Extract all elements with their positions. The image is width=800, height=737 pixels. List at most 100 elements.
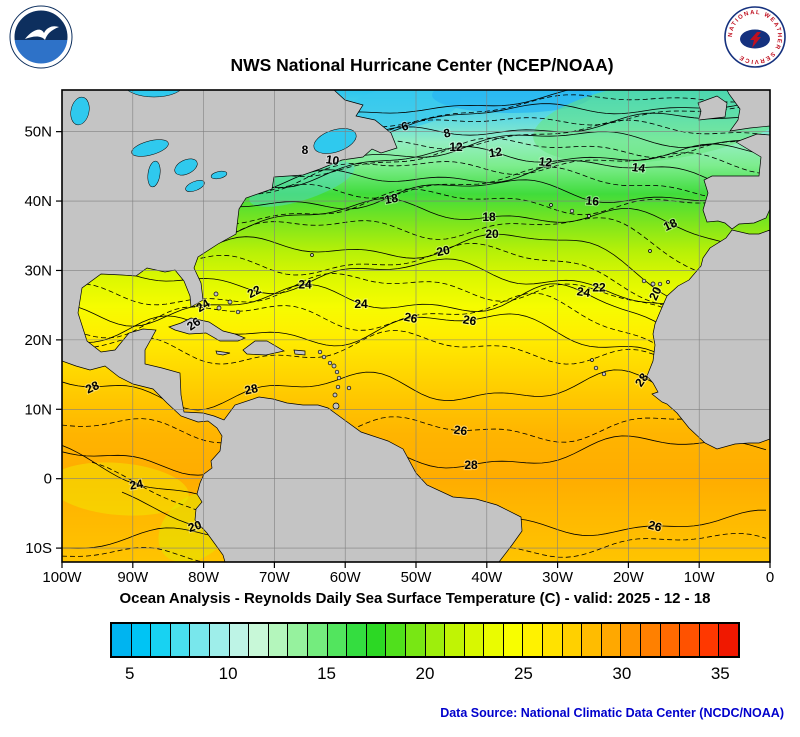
lat-axis-label: 0 xyxy=(44,471,52,488)
contour-label: 18 xyxy=(384,191,400,207)
colorbar-cell xyxy=(699,624,720,656)
page-title: NWS National Hurricane Center (NCEP/NOAA… xyxy=(230,55,614,75)
island xyxy=(590,358,594,362)
island xyxy=(336,375,342,381)
island xyxy=(648,249,652,253)
island xyxy=(216,305,222,311)
contour-label: 20 xyxy=(435,243,451,260)
lat-axis-label: 10N xyxy=(24,401,52,418)
france-iberia xyxy=(702,133,770,230)
contour-label: 20 xyxy=(485,227,499,241)
island xyxy=(601,371,607,377)
island xyxy=(310,253,314,257)
lat-axis-label: 20N xyxy=(24,332,52,349)
colorbar-cell xyxy=(229,624,250,656)
contour-label: 18 xyxy=(482,210,496,224)
colorbar-cell xyxy=(543,624,563,656)
colorbar-cell xyxy=(288,624,308,656)
island xyxy=(213,291,219,297)
nws-logo: NATIONAL WEATHER SERVICE xyxy=(724,6,786,73)
colorbar-cell xyxy=(464,624,485,656)
lat-axis-label: 10S xyxy=(25,540,52,557)
puerto-rico xyxy=(293,349,306,356)
lon-axis-label: 10W xyxy=(684,569,716,586)
nws-logo-icon: NATIONAL WEATHER SERVICE xyxy=(724,6,786,68)
contour-label: 26 xyxy=(403,310,419,327)
jamaica xyxy=(215,350,231,356)
colorbar-cell xyxy=(680,624,700,656)
colorbar-cells xyxy=(110,622,740,658)
island xyxy=(650,281,656,287)
island xyxy=(666,280,670,284)
colorbar-cell xyxy=(601,624,622,656)
contour-label: 28 xyxy=(243,381,259,398)
colorbar-cell xyxy=(562,624,583,656)
island xyxy=(317,349,323,355)
island xyxy=(227,299,233,305)
colorbar-tick: 5 xyxy=(124,664,135,683)
isotherm-line xyxy=(62,292,767,404)
hispaniola xyxy=(242,340,285,356)
isotherm-line xyxy=(62,283,767,417)
colorbar: 5 10 15 20 25 30 35 xyxy=(110,622,740,683)
lat-axis-label: 40N xyxy=(24,193,52,210)
graticule xyxy=(62,90,770,562)
island xyxy=(321,354,327,360)
ireland xyxy=(697,95,728,121)
colorbar-tick: 25 xyxy=(513,664,533,683)
colorbar-cell xyxy=(347,624,367,656)
isotherm-line xyxy=(62,435,767,476)
isotherm-line xyxy=(62,409,767,444)
colorbar-cell xyxy=(327,624,348,656)
isotherm-line xyxy=(62,330,767,405)
lon-axis-label: 50W xyxy=(401,569,433,586)
contour-label: 24 xyxy=(298,278,312,292)
colorbar-cell xyxy=(112,624,132,656)
contour-label: 24 xyxy=(129,477,145,493)
united-kingdom xyxy=(726,90,770,132)
colorbar-cell xyxy=(209,624,230,656)
colorbar-cell xyxy=(131,624,152,656)
island xyxy=(332,402,340,410)
island xyxy=(235,309,241,315)
lon-axis-label: 100W xyxy=(42,569,82,586)
isotherm-line xyxy=(62,217,767,314)
contour-label: 28 xyxy=(83,378,101,396)
colorbar-cell xyxy=(445,624,465,656)
colorbar-cell xyxy=(366,624,387,656)
isotherm-line xyxy=(62,119,767,200)
contour-label: 8 xyxy=(302,143,309,157)
colorbar-cell xyxy=(719,624,738,656)
lon-axis-label: 30W xyxy=(542,569,574,586)
island xyxy=(331,363,337,369)
noaa-logo-icon xyxy=(9,5,73,69)
lon-axis-label: 90W xyxy=(117,569,149,586)
lon-axis-label: 70W xyxy=(259,569,291,586)
contour-label: 26 xyxy=(462,312,478,328)
island xyxy=(549,203,553,207)
noaa-logo xyxy=(8,4,74,75)
isotherm-line xyxy=(62,258,767,391)
colorbar-tick: 30 xyxy=(612,664,632,683)
colorbar-cell xyxy=(425,624,446,656)
island xyxy=(657,281,663,287)
isotherm-line xyxy=(62,313,767,394)
island xyxy=(335,384,341,390)
colorbar-cell xyxy=(307,624,328,656)
contour-label: 12 xyxy=(488,145,503,161)
land-masses xyxy=(62,90,770,562)
contour-label: 12 xyxy=(538,154,553,169)
axis-labels: 50N 40N 30N 20N 10N 0 10S 100W 90W 80W 70W 60W 50W 40… xyxy=(24,124,774,586)
lon-axis-label: 80W xyxy=(188,569,220,586)
map-frame xyxy=(61,89,771,563)
isotherm-line xyxy=(62,273,767,413)
island xyxy=(641,278,647,284)
colorbar-cell xyxy=(268,624,289,656)
colorbar-cell xyxy=(641,624,661,656)
colorbar-cell xyxy=(170,624,191,656)
colorbar-tick: 35 xyxy=(710,664,730,683)
africa xyxy=(646,229,770,450)
contour-label: 24 xyxy=(576,284,591,300)
